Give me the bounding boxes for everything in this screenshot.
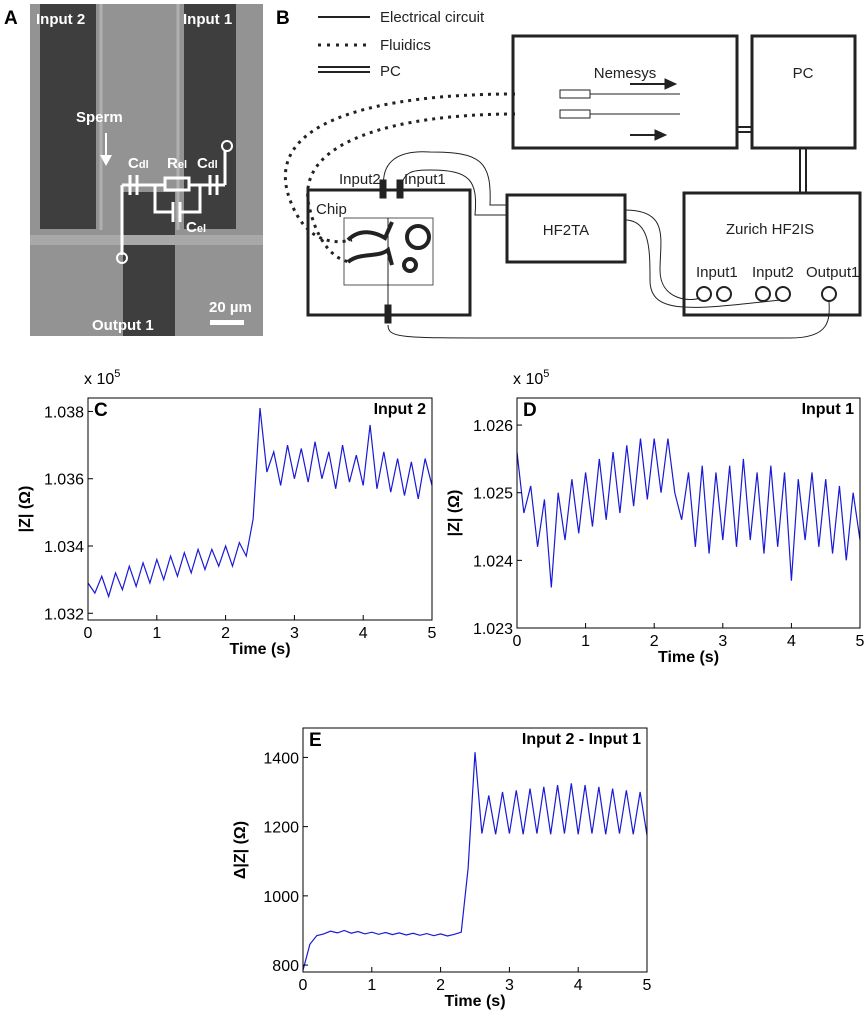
label: Input 2 — [36, 11, 85, 28]
panel-letter: C — [94, 400, 108, 421]
legend-label: Fluidics — [380, 37, 431, 54]
x-axis-label: Time (s) — [658, 649, 719, 666]
port-label: Input2 — [752, 264, 794, 281]
x-tick-label: 3 — [718, 633, 727, 650]
y-multiplier-base: x 10 — [513, 371, 543, 388]
legend-label: PC — [380, 63, 401, 80]
chart-title: Input 2 - Input 1 — [522, 731, 641, 748]
label: C — [197, 155, 208, 172]
port-label: Input1 — [696, 264, 738, 281]
x-tick-label: 4 — [787, 633, 796, 650]
x-tick-label: 4 — [574, 977, 583, 994]
x-tick-label: 0 — [513, 633, 522, 650]
scale-bar — [210, 320, 244, 325]
chart: 0 1 2 3 4 5 1.023 1.024 1.025 1.026 D Input 1 Time (… — [446, 368, 865, 666]
y-multiplier-exponent: 5 — [114, 368, 120, 380]
box-label: PC — [793, 65, 814, 82]
label: Output 1 — [92, 317, 154, 334]
x-tick-label: 5 — [856, 633, 865, 650]
chart: 0 1 2 3 4 5 1.032 1.034 1.036 1.038 C Input 2 Time (… — [17, 368, 437, 658]
y-tick-label: 1.036 — [44, 472, 84, 489]
label: C — [186, 219, 197, 236]
y-tick-label: 1.024 — [473, 553, 513, 570]
panel-a: A Input 2 Input 1 Sperm Cdl Rel Cdl Cel … — [4, 4, 263, 336]
y-axis-label: Δ|Z| (Ω) — [232, 821, 249, 879]
label: C — [128, 155, 139, 172]
y-tick-label: 1.023 — [473, 621, 513, 638]
panel-letter: E — [309, 730, 322, 751]
x-axis-label: Time (s) — [229, 641, 290, 658]
figure: A Input 2 Input 1 Sperm Cdl Rel Cdl Cel … — [0, 0, 867, 1032]
box — [513, 36, 737, 148]
x-tick-label: 0 — [299, 977, 308, 994]
x-tick-label: 2 — [650, 633, 659, 650]
x-tick-label: 4 — [359, 625, 368, 642]
chart: 0 1 2 3 4 5 800 1000 1200 1400 E Input 2 - Input 1 T… — [232, 728, 652, 1010]
port-label: Output1 — [806, 264, 859, 281]
y-axis-label: |Z| (Ω) — [17, 486, 34, 533]
y-tick-label: 1000 — [263, 889, 299, 906]
plot-area — [303, 728, 647, 972]
x-tick-label: 3 — [505, 977, 514, 994]
x-tick-label: 1 — [152, 625, 161, 642]
y-multiplier-exponent: 5 — [543, 368, 549, 380]
x-tick-label: 3 — [290, 625, 299, 642]
y-tick-label: 1.034 — [44, 539, 84, 556]
label: 20 µm — [209, 299, 252, 316]
y-tick-label: 1.038 — [44, 404, 84, 421]
panel-b: B Electrical circuit Fluidics PC Nemesys… — [276, 8, 860, 338]
y-axis-label: |Z| (Ω) — [446, 490, 463, 537]
y-tick-label: 800 — [272, 958, 299, 975]
label: R — [167, 155, 178, 172]
x-tick-label: 5 — [428, 625, 437, 642]
chart-title: Input 2 — [374, 401, 427, 418]
label: el — [197, 223, 206, 235]
box-label: HF2TA — [543, 222, 589, 239]
label: dl — [208, 159, 218, 171]
x-axis-label: Time (s) — [444, 993, 505, 1010]
plot-area — [88, 398, 432, 620]
y-tick-label: 1200 — [263, 820, 299, 837]
x-tick-label: 2 — [436, 977, 445, 994]
y-multiplier: x 105 — [84, 368, 120, 388]
panel-letter: B — [276, 8, 290, 29]
label: dl — [139, 159, 149, 171]
y-multiplier-base: x 10 — [84, 371, 114, 388]
box — [752, 36, 855, 148]
x-tick-label: 0 — [84, 625, 93, 642]
port-label: Input1 — [404, 171, 446, 188]
panel-letter: A — [4, 8, 18, 29]
chart-title: Input 1 — [802, 401, 855, 418]
y-tick-label: 1.025 — [473, 486, 513, 503]
y-multiplier: x 105 — [513, 368, 549, 388]
panel-letter: D — [523, 400, 537, 421]
y-tick-label: 1.026 — [473, 418, 513, 435]
y-tick-label: 1400 — [263, 750, 299, 767]
y-tick-label: 1.032 — [44, 606, 84, 623]
label: Sperm — [76, 109, 123, 126]
box-label: Chip — [316, 201, 347, 218]
x-tick-label: 1 — [367, 977, 376, 994]
legend-label: Electrical circuit — [380, 9, 485, 26]
x-tick-label: 1 — [581, 633, 590, 650]
x-tick-label: 2 — [221, 625, 230, 642]
label: el — [178, 159, 187, 171]
box-label: Zurich HF2IS — [726, 221, 814, 238]
label: Input 1 — [183, 11, 232, 28]
box-label: Nemesys — [594, 65, 657, 82]
x-tick-label: 5 — [643, 977, 652, 994]
port-label: Input2 — [339, 171, 381, 188]
